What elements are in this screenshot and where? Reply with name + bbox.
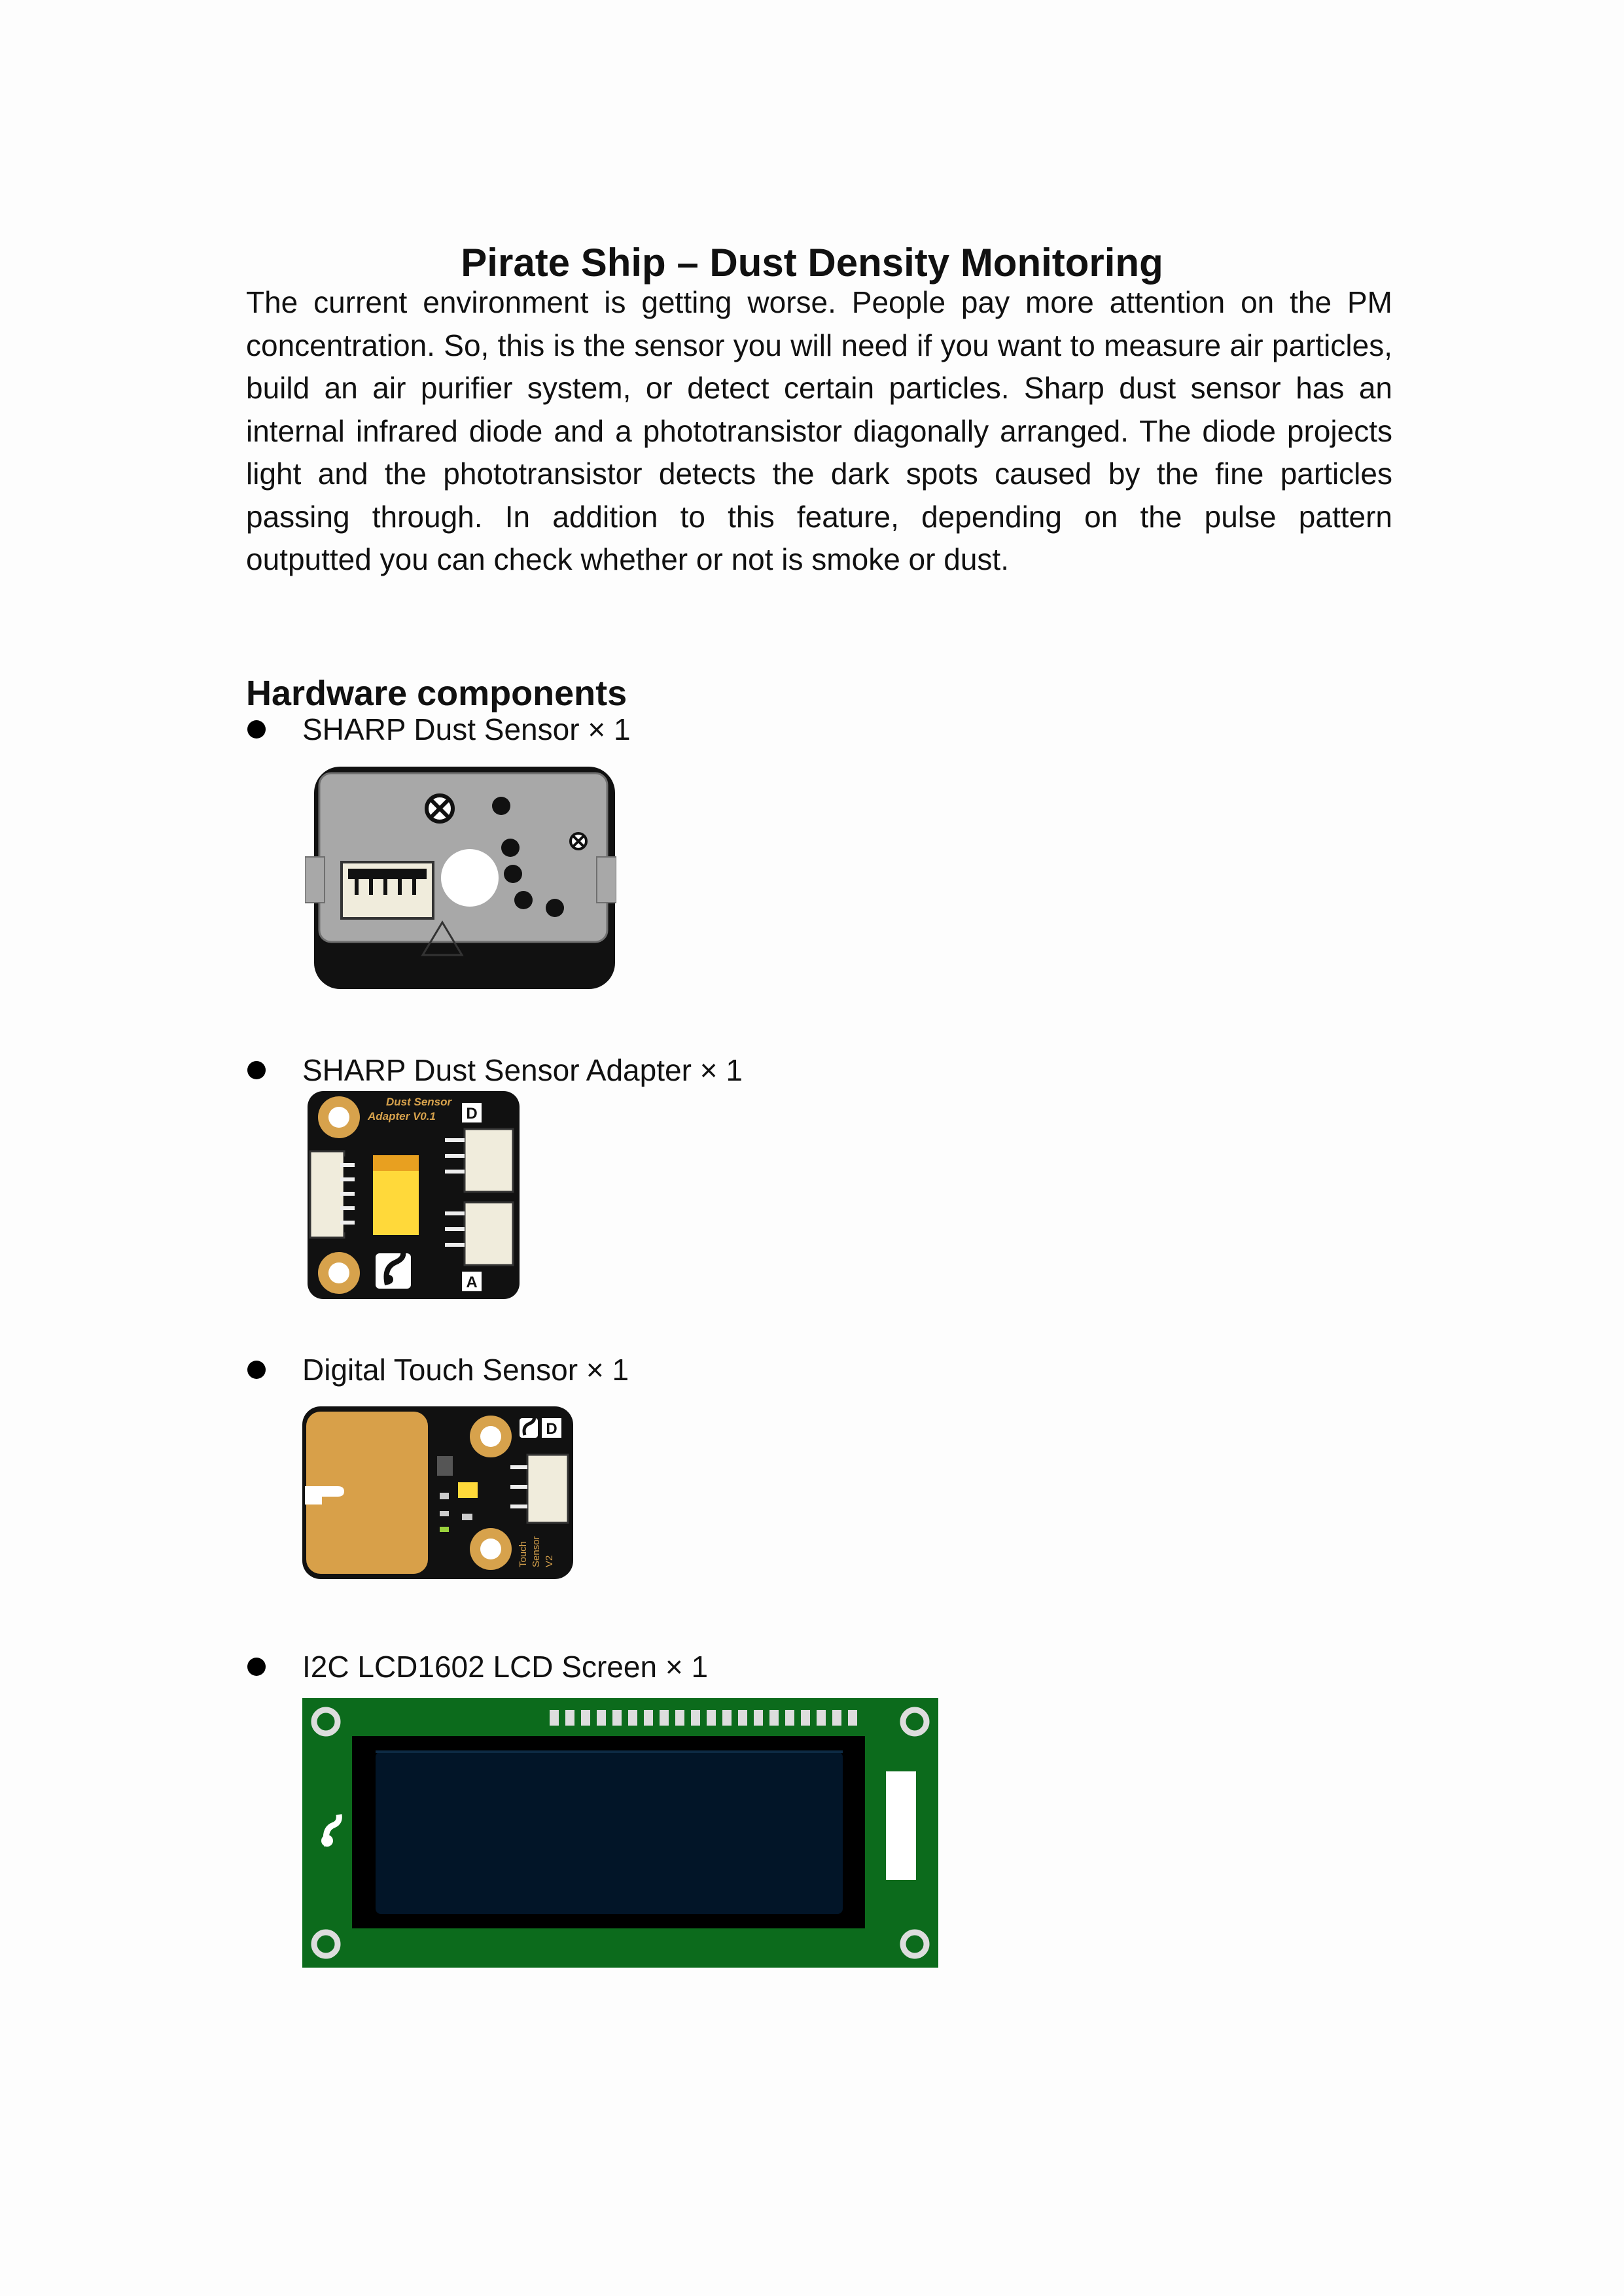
digital-touch-sensor-image: D Touch Sensor V2	[302, 1406, 573, 1579]
component-label: Digital Touch Sensor × 1	[302, 1353, 629, 1387]
pin-label-a: A	[466, 1274, 477, 1291]
pin-label-d: D	[546, 1420, 557, 1438]
pin-label-d: D	[466, 1105, 477, 1122]
touch-board-label: V2	[544, 1556, 555, 1567]
bullet-icon	[247, 1361, 266, 1379]
header-pin	[722, 1710, 732, 1726]
intro-paragraph: The current environment is getting worse…	[246, 281, 1392, 582]
header-pin	[817, 1710, 826, 1726]
component-label: I2C LCD1602 LCD Screen × 1	[302, 1650, 709, 1684]
intro-line: outputted you can check whether or not i…	[246, 542, 1009, 576]
header-pin	[597, 1710, 606, 1726]
header-pin	[581, 1710, 590, 1726]
dust-sensor-adapter-image: Dust Sensor Adapter V0.1 D A	[308, 1091, 520, 1299]
adapter-board-label: Dust Sensor	[386, 1096, 453, 1108]
header-pin	[565, 1710, 574, 1726]
header-pin	[738, 1710, 747, 1726]
intro-line: The current environment is getting worse…	[246, 285, 1392, 319]
header-pin	[660, 1710, 669, 1726]
header-pin	[754, 1710, 763, 1726]
component-label: SHARP Dust Sensor × 1	[302, 712, 631, 746]
sharp-dust-sensor-image	[305, 765, 616, 992]
touch-board-label: Sensor	[531, 1536, 542, 1567]
intro-line: passing through. In addition to this fea…	[246, 499, 1392, 534]
header-pin	[550, 1710, 559, 1726]
page-title: Pirate Ship – Dust Density Monitoring	[461, 241, 1163, 285]
header-pin	[707, 1710, 716, 1726]
component-label: SHARP Dust Sensor Adapter × 1	[302, 1053, 743, 1087]
touch-board-label: Touch	[518, 1541, 529, 1567]
lcd1602-screen-image	[302, 1698, 938, 1968]
section-heading-hardware: Hardware components	[246, 673, 627, 713]
intro-line: concentration. So, this is the sensor yo…	[246, 328, 1392, 362]
bullet-icon	[247, 1061, 266, 1079]
header-pin	[832, 1710, 841, 1726]
header-pin	[675, 1710, 684, 1726]
header-pin	[612, 1710, 622, 1726]
intro-line: build an air purifier system, or detect …	[246, 371, 1392, 405]
intro-line: light and the phototransistor detects th…	[246, 457, 1392, 491]
bullet-icon	[247, 1658, 266, 1676]
header-pin	[785, 1710, 794, 1726]
header-pin	[848, 1710, 857, 1726]
header-pin	[691, 1710, 700, 1726]
header-pin	[769, 1710, 779, 1726]
adapter-board-label: Adapter V0.1	[367, 1110, 436, 1122]
header-pins	[550, 1710, 857, 1726]
bullet-icon	[247, 720, 266, 739]
header-pin	[801, 1710, 810, 1726]
header-pin	[628, 1710, 637, 1726]
header-pin	[644, 1710, 653, 1726]
intro-line: internal infrared diode and a phototrans…	[246, 413, 1392, 448]
